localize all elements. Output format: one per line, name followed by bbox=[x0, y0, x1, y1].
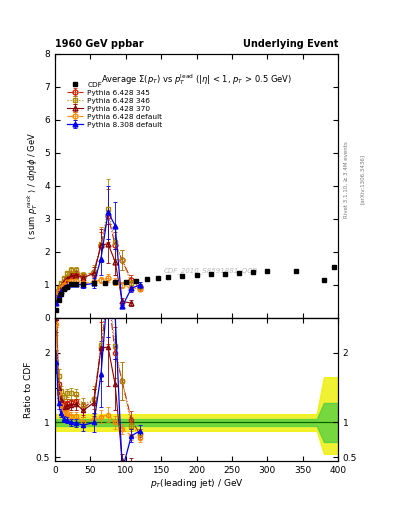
CDF bbox=[74, 281, 79, 287]
CDF bbox=[265, 268, 270, 274]
Text: Average $\Sigma(p_T)$ vs $p_T^{\rm lead}$ ($|\eta|$ < 1, $p_T$ > 0.5 GeV): Average $\Sigma(p_T)$ vs $p_T^{\rm lead}… bbox=[101, 72, 292, 87]
CDF bbox=[81, 281, 86, 287]
CDF bbox=[321, 278, 326, 284]
CDF bbox=[92, 280, 96, 286]
CDF bbox=[134, 278, 139, 284]
Text: Underlying Event: Underlying Event bbox=[242, 38, 338, 49]
CDF bbox=[113, 279, 118, 285]
CDF bbox=[123, 279, 128, 285]
Text: 1960 GeV ppbar: 1960 GeV ppbar bbox=[55, 38, 144, 49]
Line: CDF: CDF bbox=[54, 264, 337, 312]
CDF bbox=[102, 280, 107, 286]
CDF bbox=[208, 271, 213, 278]
CDF bbox=[155, 274, 160, 281]
Text: CDF_2010_S8591881_QCD: CDF_2010_S8591881_QCD bbox=[163, 267, 258, 274]
CDF bbox=[293, 268, 298, 274]
CDF bbox=[54, 307, 59, 313]
CDF bbox=[332, 264, 337, 270]
CDF bbox=[251, 269, 255, 275]
Y-axis label: Ratio to CDF: Ratio to CDF bbox=[24, 361, 33, 418]
Text: Rivet 3.1.10, ≥ 3.4M events: Rivet 3.1.10, ≥ 3.4M events bbox=[344, 141, 349, 218]
Text: [arXiv:1306.3436]: [arXiv:1306.3436] bbox=[360, 154, 365, 204]
CDF bbox=[56, 297, 61, 303]
Legend: CDF, Pythia 6.428 345, Pythia 6.428 346, Pythia 6.428 370, Pythia 6.428 default,: CDF, Pythia 6.428 345, Pythia 6.428 346,… bbox=[64, 78, 165, 131]
CDF bbox=[65, 284, 70, 290]
CDF bbox=[180, 273, 185, 279]
CDF bbox=[145, 276, 149, 282]
X-axis label: $p_T$(leading jet) / GeV: $p_T$(leading jet) / GeV bbox=[150, 477, 243, 490]
CDF bbox=[194, 272, 199, 278]
CDF bbox=[58, 291, 63, 297]
Y-axis label: $\langle$ sum $p_T^{rack}$ $\rangle$ / d$\eta$d$\phi$ / GeV: $\langle$ sum $p_T^{rack}$ $\rangle$ / d… bbox=[25, 132, 40, 240]
CDF bbox=[237, 270, 241, 276]
CDF bbox=[166, 273, 171, 280]
CDF bbox=[222, 271, 227, 277]
CDF bbox=[61, 286, 66, 292]
CDF bbox=[69, 281, 73, 287]
